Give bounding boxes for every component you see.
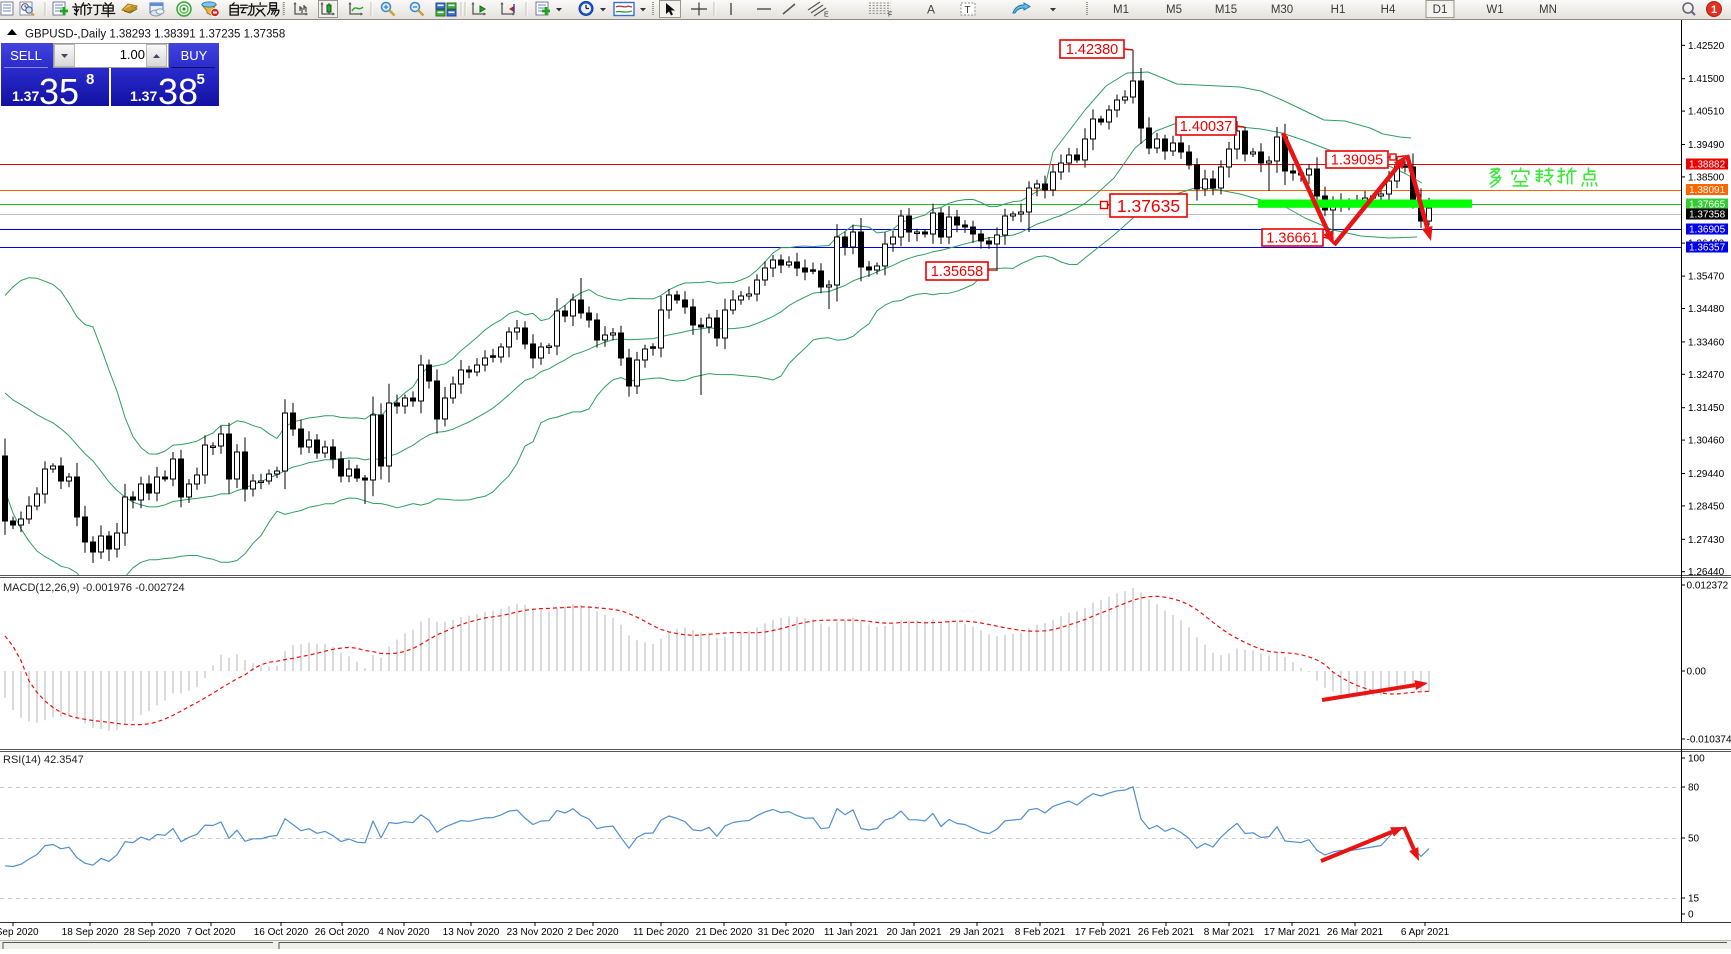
svg-text:1.36357: 1.36357: [1689, 243, 1726, 254]
svg-text:13 Nov 2020: 13 Nov 2020: [443, 927, 500, 938]
svg-text:1.37358: 1.37358: [1689, 210, 1726, 221]
svg-text:1.40037: 1.40037: [1180, 119, 1232, 135]
svg-text:100: 100: [1688, 754, 1705, 765]
svg-text:80: 80: [1688, 783, 1700, 794]
svg-text:1.34480: 1.34480: [1688, 304, 1725, 315]
svg-text:23 Nov 2020: 23 Nov 2020: [507, 927, 564, 938]
svg-text:RSI(14) 42.3547: RSI(14) 42.3547: [3, 754, 84, 766]
svg-text:20 Jan 2021: 20 Jan 2021: [886, 927, 941, 938]
svg-text:-0.010374: -0.010374: [1687, 735, 1731, 746]
svg-text:50: 50: [1688, 834, 1700, 845]
svg-text:16 Oct 2020: 16 Oct 2020: [254, 927, 309, 938]
svg-text:26 Feb 2021: 26 Feb 2021: [1138, 927, 1195, 938]
svg-text:1.41500: 1.41500: [1688, 74, 1725, 85]
svg-text:11 Dec 2020: 11 Dec 2020: [633, 927, 689, 938]
svg-text:2 Dec 2020: 2 Dec 2020: [567, 927, 619, 938]
svg-text:29 Jan 2021: 29 Jan 2021: [949, 927, 1004, 938]
svg-text:1.33460: 1.33460: [1688, 337, 1725, 348]
svg-text:1.31450: 1.31450: [1688, 403, 1725, 414]
svg-text:1.30460: 1.30460: [1688, 436, 1725, 447]
svg-text:GBPUSD-,Daily 1.38293 1.38391: GBPUSD-,Daily 1.38293 1.38391 1.37235 1.…: [25, 29, 285, 41]
svg-text:1.28450: 1.28450: [1688, 501, 1725, 512]
svg-text:17 Feb 2021: 17 Feb 2021: [1075, 927, 1132, 938]
svg-text:9 Sep 2020: 9 Sep 2020: [0, 927, 39, 938]
svg-text:1.35658: 1.35658: [931, 264, 983, 280]
svg-text:15: 15: [1688, 894, 1700, 905]
svg-text:1.27430: 1.27430: [1688, 535, 1725, 546]
svg-text:1.39095: 1.39095: [1331, 153, 1383, 169]
svg-text:11 Jan 2021: 11 Jan 2021: [824, 927, 879, 938]
svg-text:0.012372: 0.012372: [1687, 581, 1729, 592]
svg-text:1.37635: 1.37635: [1117, 196, 1180, 216]
svg-text:1.38500: 1.38500: [1688, 172, 1725, 183]
svg-text:MACD(12,26,9) -0.001976 -0.002: MACD(12,26,9) -0.001976 -0.002724: [3, 582, 185, 594]
svg-text:8 Feb 2021: 8 Feb 2021: [1015, 927, 1066, 938]
svg-text:1.36905: 1.36905: [1689, 225, 1726, 236]
svg-text:21 Dec 2020: 21 Dec 2020: [696, 927, 753, 938]
svg-text:1.26440: 1.26440: [1688, 567, 1725, 578]
svg-text:26 Mar 2021: 26 Mar 2021: [1327, 927, 1384, 938]
svg-text:1.36661: 1.36661: [1266, 231, 1318, 247]
svg-text:0.00: 0.00: [1687, 667, 1707, 678]
svg-text:1.32470: 1.32470: [1688, 370, 1725, 381]
svg-text:6 Apr 2021: 6 Apr 2021: [1401, 927, 1450, 938]
svg-text:1.35470: 1.35470: [1688, 272, 1725, 283]
svg-text:1.38882: 1.38882: [1689, 160, 1726, 171]
svg-text:17 Mar 2021: 17 Mar 2021: [1264, 927, 1321, 938]
svg-text:7 Oct 2020: 7 Oct 2020: [187, 927, 236, 938]
svg-text:4 Nov 2020: 4 Nov 2020: [378, 927, 430, 938]
svg-text:1.39490: 1.39490: [1688, 140, 1725, 151]
svg-text:18 Sep 2020: 18 Sep 2020: [62, 927, 119, 938]
svg-text:1.42520: 1.42520: [1688, 41, 1725, 52]
svg-text:28 Sep 2020: 28 Sep 2020: [124, 927, 181, 938]
svg-text:31 Dec 2020: 31 Dec 2020: [758, 927, 815, 938]
svg-text:26 Oct 2020: 26 Oct 2020: [315, 927, 370, 938]
svg-text:1.29440: 1.29440: [1688, 469, 1725, 480]
svg-text:1.38091: 1.38091: [1689, 185, 1726, 196]
svg-text:8 Mar 2021: 8 Mar 2021: [1204, 927, 1255, 938]
svg-text:1.40510: 1.40510: [1688, 107, 1725, 118]
svg-text:0: 0: [1688, 910, 1694, 921]
svg-text:1.42380: 1.42380: [1066, 42, 1118, 58]
